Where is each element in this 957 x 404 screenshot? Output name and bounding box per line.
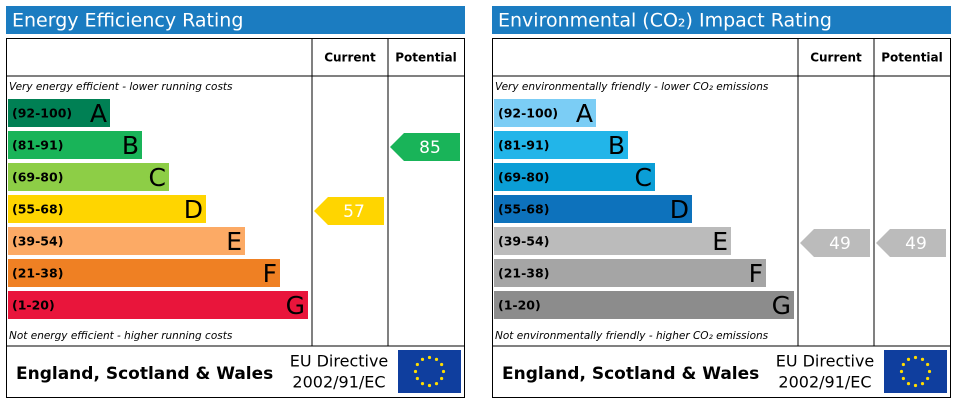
rating-band xyxy=(8,291,308,319)
rating-arrow xyxy=(314,197,384,225)
directive-line: EU Directive xyxy=(290,352,389,371)
eu-star xyxy=(427,383,432,388)
rating-band xyxy=(494,131,628,159)
eu-star xyxy=(913,383,918,388)
eu-star xyxy=(420,382,425,386)
eu-star xyxy=(906,382,911,386)
footer-region: England, Scotland & Wales xyxy=(16,364,273,384)
band-range: (81-91) xyxy=(498,138,549,153)
top-note: Very environmentally friendly - lower CO… xyxy=(495,81,769,93)
eu-star xyxy=(440,362,444,367)
eu-star xyxy=(413,369,418,374)
band-letter: G xyxy=(286,291,305,320)
column-header: Current xyxy=(324,51,376,65)
rating-band xyxy=(494,195,692,223)
rating-value: 49 xyxy=(905,234,927,254)
band-range: (81-91) xyxy=(12,138,63,153)
bottom-note: Not environmentally friendly - higher CO… xyxy=(495,330,769,342)
eu-star xyxy=(901,376,905,381)
band-letter: E xyxy=(226,227,242,256)
band-range: (21-38) xyxy=(498,266,549,281)
panel-frame xyxy=(492,38,951,398)
band-range: (1-20) xyxy=(12,298,55,313)
eu-star xyxy=(434,357,439,361)
band-range: (92-100) xyxy=(498,106,558,121)
eu-star xyxy=(415,362,419,367)
band-letter: C xyxy=(149,163,166,192)
eu-star xyxy=(901,362,905,367)
rating-arrow xyxy=(800,229,870,257)
band-letter: G xyxy=(772,291,791,320)
band-letter: E xyxy=(712,227,728,256)
band-letter: B xyxy=(608,131,625,160)
directive-line: 2002/91/EC xyxy=(292,373,385,392)
band-letter: F xyxy=(263,259,277,288)
eu-star xyxy=(926,376,930,381)
rating-band xyxy=(494,259,766,287)
rating-value: 85 xyxy=(419,138,441,158)
eu-star xyxy=(434,382,439,386)
band-letter: D xyxy=(184,195,203,224)
rating-band xyxy=(8,163,169,191)
band-range: (55-68) xyxy=(12,202,63,217)
rating-arrow xyxy=(876,229,946,257)
title-bar xyxy=(492,6,951,34)
column-header: Potential xyxy=(881,51,943,65)
rating-value: 57 xyxy=(343,202,365,222)
eu-star xyxy=(927,369,932,374)
panel-title: Energy Efficiency Rating xyxy=(12,10,243,32)
eu-star xyxy=(926,362,930,367)
band-letter: A xyxy=(576,99,593,128)
bottom-note: Not energy efficient - higher running co… xyxy=(9,330,233,342)
band-range: (69-80) xyxy=(498,170,549,185)
top-note: Very energy efficient - lower running co… xyxy=(9,81,233,93)
eu-star xyxy=(899,369,904,374)
band-letter: A xyxy=(90,99,107,128)
rating-band xyxy=(494,291,794,319)
band-range: (55-68) xyxy=(498,202,549,217)
panel-title: Environmental (CO₂) Impact Rating xyxy=(498,10,832,32)
rating-band xyxy=(8,227,245,255)
band-letter: C xyxy=(635,163,652,192)
eu-star xyxy=(427,355,432,360)
column-header: Potential xyxy=(395,51,457,65)
eu-star xyxy=(920,357,925,361)
eu-star xyxy=(906,357,911,361)
band-range: (39-54) xyxy=(498,234,549,249)
eu-star xyxy=(420,357,425,361)
rating-band xyxy=(8,259,280,287)
rating-band xyxy=(494,99,596,127)
rating-band xyxy=(8,131,142,159)
band-range: (21-38) xyxy=(12,266,63,281)
title-bar xyxy=(6,6,465,34)
column-header: Current xyxy=(810,51,862,65)
band-range: (92-100) xyxy=(12,106,72,121)
panel-frame xyxy=(6,38,465,398)
rating-arrow xyxy=(390,133,460,161)
rating-band xyxy=(8,99,110,127)
rating-band xyxy=(8,195,206,223)
footer-region: England, Scotland & Wales xyxy=(502,364,759,384)
eu-star xyxy=(441,369,446,374)
eu-star xyxy=(913,355,918,360)
rating-value: 49 xyxy=(829,234,851,254)
directive-line: EU Directive xyxy=(776,352,875,371)
rating-band xyxy=(494,163,655,191)
band-range: (39-54) xyxy=(12,234,63,249)
eu-star xyxy=(440,376,444,381)
band-letter: D xyxy=(670,195,689,224)
eu-star xyxy=(415,376,419,381)
band-letter: F xyxy=(749,259,763,288)
band-range: (1-20) xyxy=(498,298,541,313)
eu-star xyxy=(920,382,925,386)
rating-band xyxy=(494,227,731,255)
band-letter: B xyxy=(122,131,139,160)
directive-line: 2002/91/EC xyxy=(778,373,871,392)
band-range: (69-80) xyxy=(12,170,63,185)
